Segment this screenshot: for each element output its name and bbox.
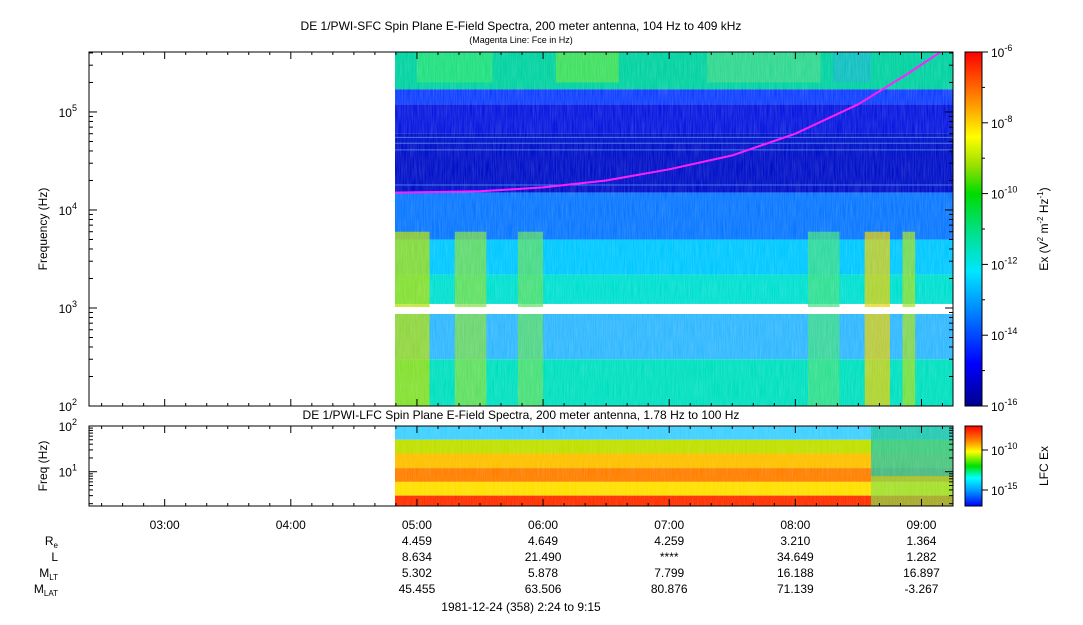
- sfc-title: DE 1/PWI-SFC Spin Plane E-Field Spectra,…: [301, 19, 742, 33]
- time-tick-label: 06:00: [528, 518, 558, 532]
- sfc-y-tick-label: 102: [59, 397, 77, 414]
- lfc-y-label: Freq (Hz): [36, 441, 50, 492]
- lfc-y-axis: 101 102: [59, 417, 953, 505]
- ephemeris-value: 21.490: [525, 550, 562, 564]
- ephemeris-value: 80.876: [651, 582, 688, 596]
- ephemeris-value: 16.188: [777, 566, 814, 580]
- sfc-subtitle: (Magenta Line: Fce in Hz): [469, 35, 573, 45]
- ephemeris-value: 5.878: [528, 566, 558, 580]
- lfc-plot-frame: [88, 425, 954, 507]
- lfc-colorbar-label: LFC Ex: [1037, 446, 1051, 486]
- ephemeris-row-label: L: [51, 550, 58, 564]
- ephemeris-value: 45.455: [399, 582, 436, 596]
- time-tick-label: 09:00: [906, 518, 936, 532]
- sfc-y-tick-label: 104: [59, 201, 77, 218]
- lfc-colorbar-ticks: 10-10 10-15: [982, 441, 1017, 498]
- ephemeris-value: 71.139: [777, 582, 814, 596]
- ephemeris-value: 1.364: [906, 534, 936, 548]
- time-tick-label: 03:00: [150, 518, 180, 532]
- ephemeris-value: 3.210: [780, 534, 810, 548]
- ephemeris-table: Re 4.459 4.649 4.259 3.210 1.364 L 8.634 21.490 *…: [34, 534, 940, 598]
- lfc-colorbar: [964, 425, 983, 507]
- sfc-colorbar-ticks: 10-6 10-8 10-10 10-12 10-14 10-16: [982, 43, 1017, 414]
- ephemeris-value: 1.282: [906, 550, 936, 564]
- sfc-colorbar-tick-label: 10-12: [991, 255, 1017, 272]
- ephemeris-row-label: Re: [45, 534, 59, 550]
- sfc-colorbar-tick-label: 10-16: [991, 397, 1017, 414]
- ephemeris-value: 63.506: [525, 582, 562, 596]
- sfc-y-tick-label: 105: [59, 103, 77, 120]
- sfc-colorbar-tick-label: 10-6: [991, 43, 1012, 60]
- ephemeris-value: 34.649: [777, 550, 814, 564]
- lfc-texture: [395, 426, 953, 506]
- sfc-colorbar-tick-label: 10-10: [991, 185, 1017, 202]
- lfc-title: DE 1/PWI-LFC Spin Plane E-Field Spectra,…: [303, 408, 740, 422]
- sfc-y-label: Frequency (Hz): [36, 188, 50, 271]
- ephemeris-row-label: MLAT: [34, 582, 58, 598]
- sfc-colorbar: [964, 51, 983, 407]
- sfc-texture: [395, 52, 953, 406]
- ephemeris-value: -3.267: [904, 582, 938, 596]
- time-tick-label: 08:00: [780, 518, 810, 532]
- ephemeris-value: 7.799: [654, 566, 684, 580]
- time-tick-label: 05:00: [402, 518, 432, 532]
- ephemeris-value: 8.634: [402, 550, 432, 564]
- sfc-colorbar-tick-label: 10-8: [991, 114, 1012, 131]
- sfc-y-axis: 102 103 104 105: [59, 52, 953, 414]
- lfc-colorbar-tick-label: 10-15: [991, 481, 1017, 498]
- ephemeris-value: ****: [660, 550, 679, 564]
- ephemeris-value: 4.649: [528, 534, 558, 548]
- ephemeris-value: 16.897: [903, 566, 940, 580]
- sfc-spectrogram: [395, 52, 953, 406]
- ephemeris-value: 5.302: [402, 566, 432, 580]
- footer-date-range: 1981-12-24 (358) 2:24 to 9:15: [441, 600, 601, 614]
- ephemeris-row-label: MLT: [39, 566, 58, 582]
- lfc-colorbar-tick-label: 10-10: [991, 441, 1017, 458]
- sfc-colorbar-tick-label: 10-14: [991, 326, 1017, 343]
- ephemeris-value: 4.259: [654, 534, 684, 548]
- fce-line: [395, 52, 941, 194]
- ephemeris-value: 4.459: [402, 534, 432, 548]
- sfc-plot-frame: [88, 51, 954, 407]
- lfc-y-tick-label: 101: [59, 463, 77, 480]
- time-tick-label: 07:00: [654, 518, 684, 532]
- sfc-y-tick-label: 103: [59, 299, 77, 316]
- time-axis: 03:00 04:00 05:00 06:00 07:00 08:00 09:00: [101, 52, 943, 532]
- sfc-colorbar-label: Ex (V2 m-2 Hz-1): [1036, 187, 1051, 270]
- lfc-y-tick-label: 102: [59, 417, 77, 434]
- lfc-spectrogram: [395, 426, 953, 506]
- time-tick-label: 04:00: [276, 518, 306, 532]
